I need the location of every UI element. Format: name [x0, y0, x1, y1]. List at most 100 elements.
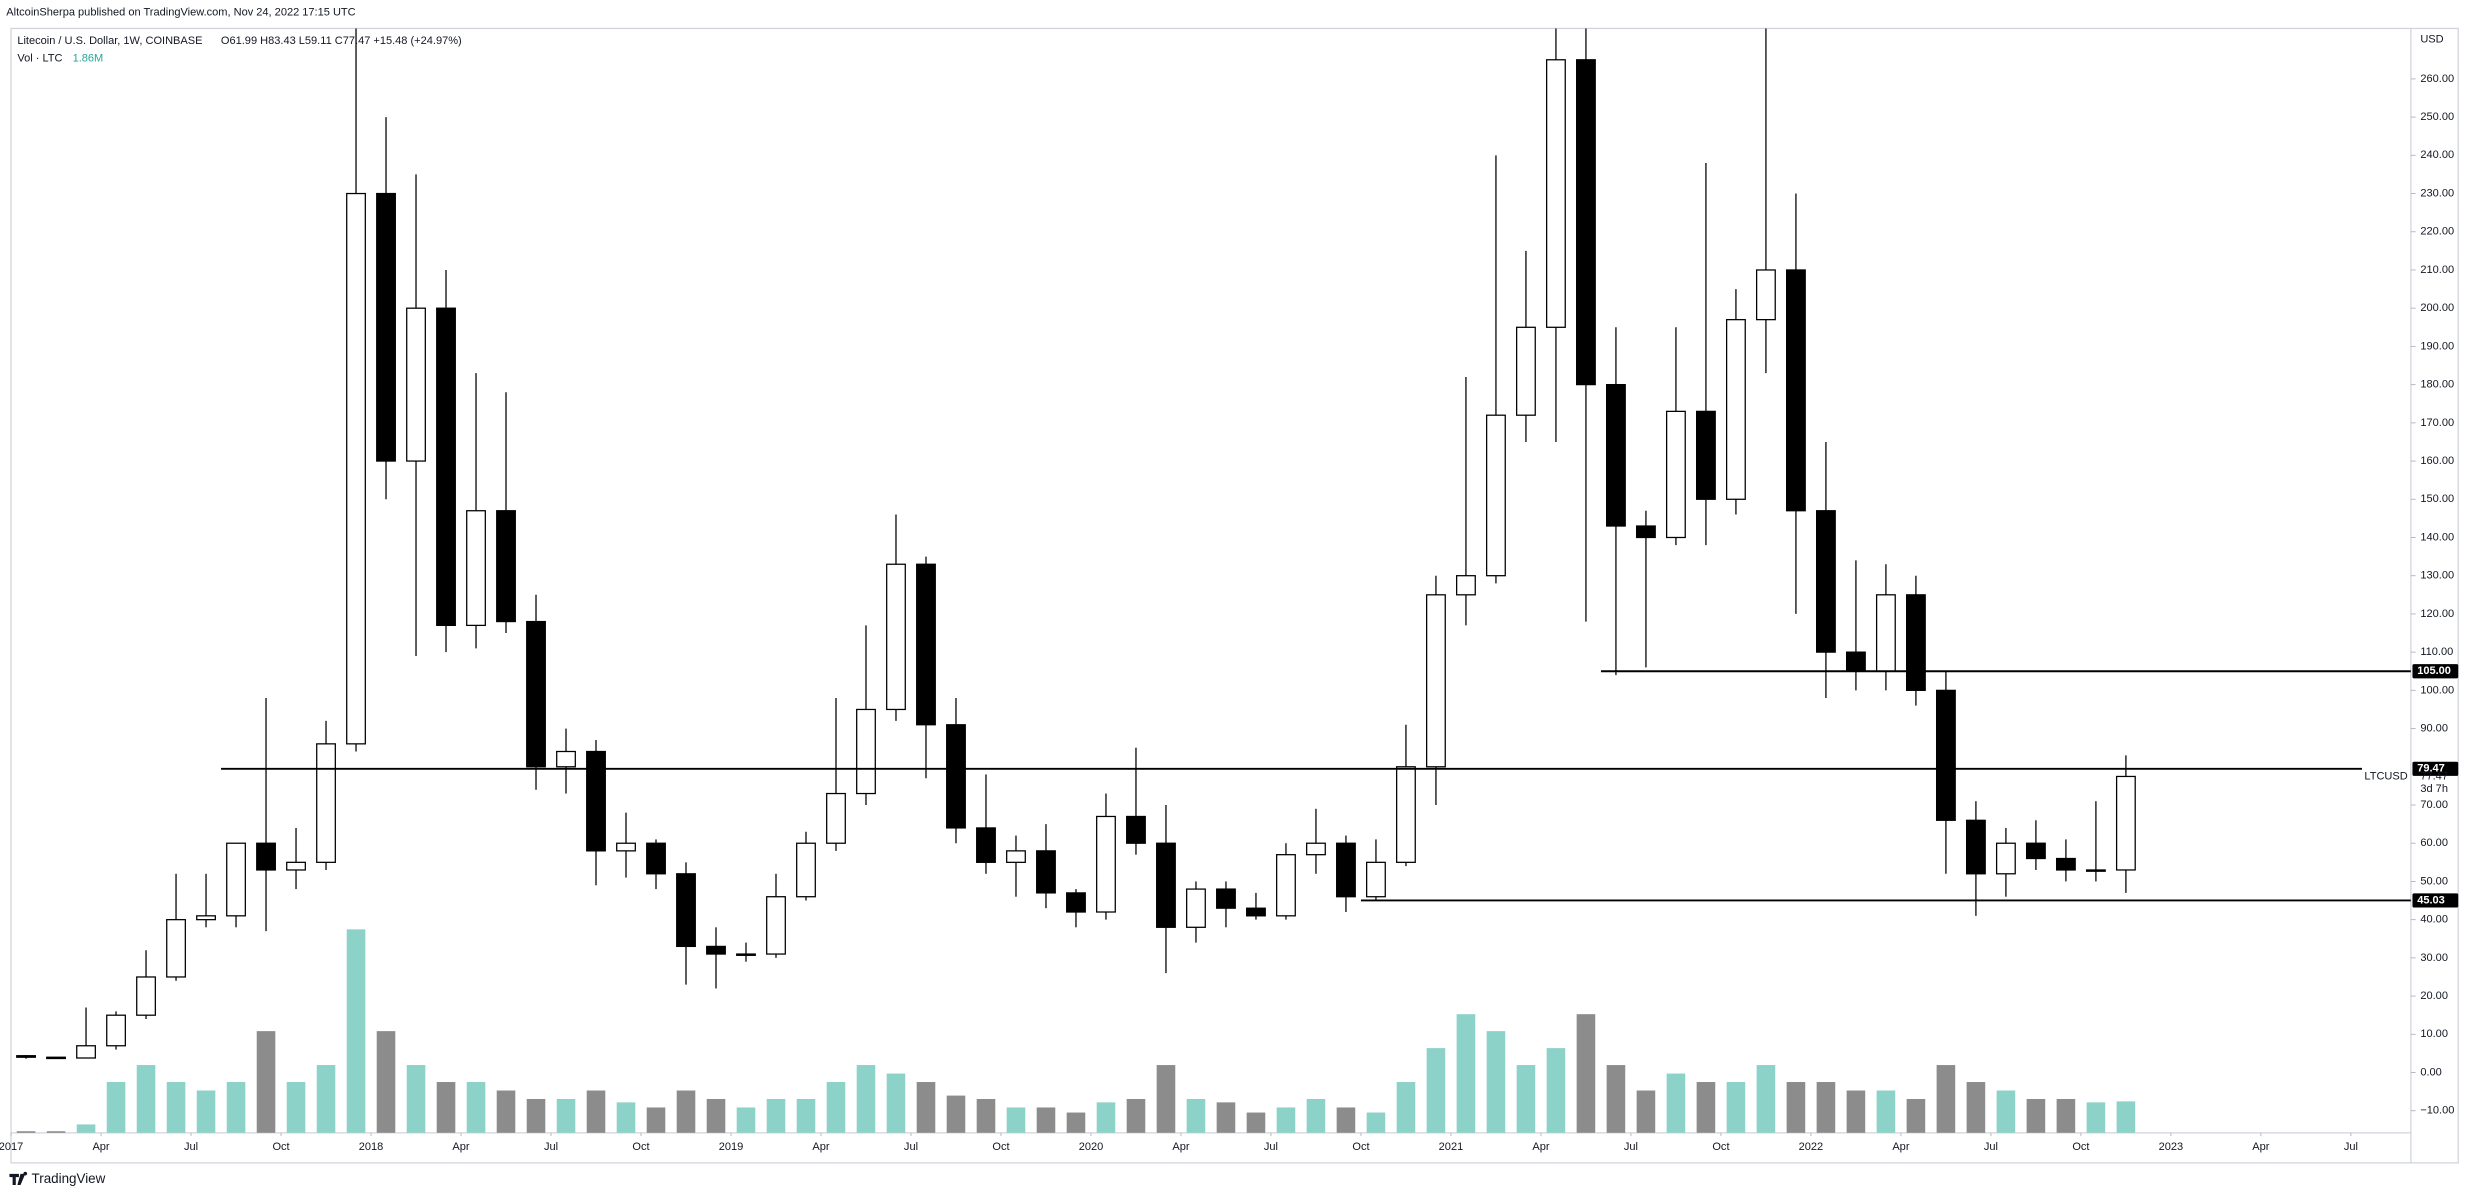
- candle-body: [706, 945, 726, 955]
- candle-body: [676, 873, 696, 948]
- volume-bar: [856, 1065, 876, 1133]
- candle-body: [2115, 775, 2136, 871]
- volume-bar: [1426, 1048, 1446, 1133]
- volume-bar: [136, 1065, 156, 1133]
- candle-body: [556, 750, 576, 768]
- volume-bar: [1906, 1098, 1926, 1133]
- plot-area: [16, 28, 2411, 1133]
- candle-body: [1396, 766, 1416, 863]
- volume-bar: [466, 1082, 486, 1133]
- last-price-symbol: LTCUSD: [2364, 770, 2407, 782]
- y-tick-label: 110.00: [2420, 646, 2453, 658]
- volume-bar: [106, 1082, 126, 1133]
- candle-body: [1096, 815, 1116, 913]
- x-tick-label: Apr: [812, 1141, 829, 1153]
- volume-bar: [256, 1031, 276, 1133]
- candle-body: [1636, 525, 1656, 539]
- volume-readout: 1.86M: [73, 52, 104, 64]
- candle-body: [826, 792, 846, 844]
- candle-body: [1426, 594, 1446, 768]
- volume-bar: [1006, 1107, 1026, 1133]
- volume-bar: [1966, 1082, 1986, 1133]
- last-price-countdown: 3d 7h: [2420, 783, 2448, 795]
- level-tag: [2412, 893, 2459, 908]
- volume-bar: [976, 1098, 996, 1133]
- candle-body: [1186, 888, 1206, 928]
- volume-bar: [1246, 1112, 1266, 1133]
- brand-name: TradingView: [32, 1171, 106, 1186]
- x-tick-label: Apr: [2252, 1141, 2269, 1153]
- candle-body: [406, 307, 426, 462]
- candle-body: [226, 842, 246, 917]
- y-tick-label: 170.00: [2420, 417, 2454, 429]
- candle-body: [166, 919, 186, 978]
- volume-bar: [1846, 1090, 1866, 1133]
- candle-body: [526, 620, 546, 768]
- x-tick-label: Oct: [272, 1141, 289, 1153]
- x-tick-label: 2019: [719, 1141, 744, 1153]
- level-tag: [2412, 761, 2459, 776]
- volume-bar: [436, 1082, 456, 1133]
- y-tick-label: 30.00: [2420, 952, 2448, 964]
- candle-body: [1875, 594, 1896, 672]
- x-tick-label: Oct: [992, 1141, 1009, 1153]
- candle-body: [1696, 410, 1716, 500]
- volume-bar: [736, 1107, 756, 1133]
- candle-body: [1216, 888, 1236, 909]
- y-tick-label: 50.00: [2420, 875, 2448, 887]
- candle-body: [1066, 892, 1086, 913]
- candle-body: [2085, 869, 2106, 872]
- volume-bar: [706, 1098, 726, 1133]
- level-tag-label: 105.00: [2417, 665, 2451, 677]
- volume-bar: [1666, 1073, 1686, 1133]
- y-tick-label: 220.00: [2420, 226, 2454, 238]
- volume-bar: [496, 1090, 516, 1133]
- level-tag-label: 79.47: [2417, 763, 2445, 775]
- candle-body: [436, 307, 456, 627]
- x-tick-label: 2020: [1079, 1141, 1104, 1153]
- volume-bar: [1936, 1065, 1956, 1133]
- candle-body: [1965, 819, 1986, 875]
- y-tick-label: 10.00: [2420, 1028, 2448, 1040]
- volume-bar: [1456, 1014, 1476, 1133]
- candle-body: [1336, 842, 1356, 898]
- volume-bar: [1726, 1082, 1746, 1133]
- y-tick-label: 70.00: [2420, 799, 2448, 811]
- volume-bar: [16, 1131, 36, 1133]
- candle-body: [1456, 575, 1476, 596]
- candle-body: [1815, 510, 1836, 653]
- candle-body: [1036, 850, 1056, 894]
- volume-bar: [376, 1031, 396, 1133]
- volume-bar: [796, 1098, 816, 1133]
- volume-bar: [226, 1082, 246, 1133]
- volume-bar: [1576, 1014, 1596, 1133]
- volume-bar: [2086, 1102, 2106, 1133]
- y-tick-label: 40.00: [2420, 914, 2448, 926]
- frame: [10, 27, 2459, 1164]
- y-tick-label: 160.00: [2420, 455, 2454, 467]
- candle-body: [16, 1055, 36, 1058]
- candle-body: [736, 953, 756, 956]
- volume-bar: [766, 1098, 786, 1133]
- y-tick-label: 200.00: [2420, 302, 2454, 314]
- volume-bar: [196, 1090, 216, 1133]
- x-tick-label: 2018: [359, 1141, 384, 1153]
- candle-body: [796, 842, 816, 898]
- volume-bar: [1396, 1082, 1416, 1133]
- candle-body: [346, 192, 366, 745]
- candle-body: [46, 1056, 66, 1060]
- y-tick-label: 20.00: [2420, 990, 2448, 1002]
- level-tag-label: 45.03: [2417, 894, 2445, 906]
- candle-body: [1726, 319, 1746, 500]
- volume-bar: [1876, 1090, 1896, 1133]
- volume-bar: [346, 929, 366, 1133]
- level-tag: [2412, 664, 2459, 679]
- candle-body: [1905, 594, 1926, 691]
- candle-body: [1306, 842, 1326, 856]
- candle-body: [1006, 850, 1026, 863]
- last-price-value: 77.47: [2420, 770, 2448, 782]
- candle-body: [1126, 815, 1146, 844]
- x-tick-label: Jul: [1624, 1141, 1638, 1153]
- volume-bar: [166, 1082, 186, 1133]
